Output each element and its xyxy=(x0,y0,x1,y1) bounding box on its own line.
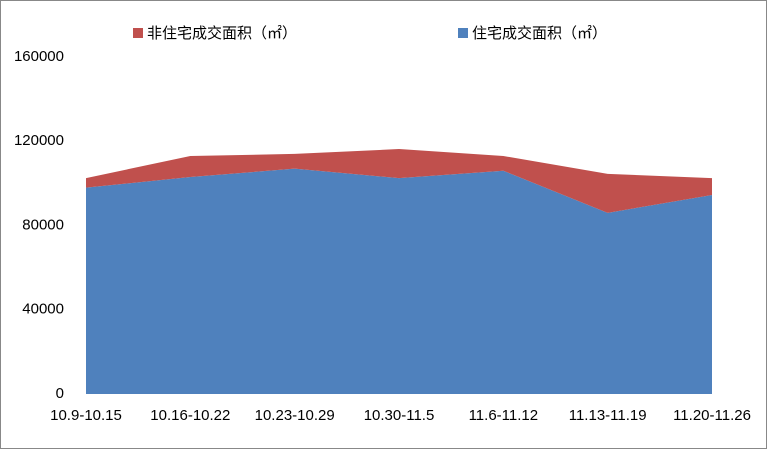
legend-label: 住宅成交面积（㎡） xyxy=(472,24,607,42)
y-tick-label: 160000 xyxy=(14,48,64,65)
y-tick-label: 80000 xyxy=(22,216,64,233)
x-tick-label: 11.6-11.12 xyxy=(469,407,539,424)
x-tick-label: 10.9-10.15 xyxy=(50,407,122,424)
y-tick-label: 120000 xyxy=(14,132,64,149)
y-tick-label: 40000 xyxy=(22,301,64,318)
x-tick-label: 11.20-11.26 xyxy=(673,407,751,424)
legend-swatch xyxy=(133,28,143,38)
legend-swatch xyxy=(458,28,468,38)
x-tick-label: 10.30-11.5 xyxy=(364,407,435,424)
area xyxy=(86,149,712,213)
x-tick-label: 10.23-10.29 xyxy=(255,407,335,424)
y-tick-label: 0 xyxy=(56,385,64,402)
x-tick-label: 10.16-10.22 xyxy=(150,407,230,424)
legend-label: 非住宅成交面积（㎡） xyxy=(147,24,297,42)
x-tick-label: 11.13-11.19 xyxy=(569,407,647,424)
area xyxy=(86,168,712,394)
